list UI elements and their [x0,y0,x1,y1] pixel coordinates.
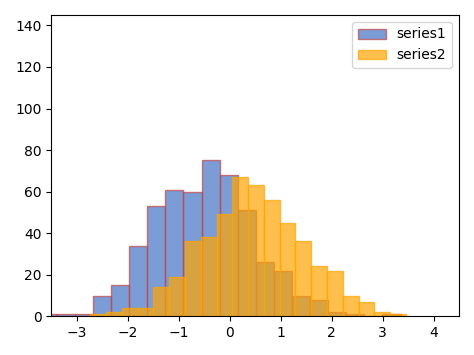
Bar [374,312,390,316]
Bar [274,271,292,316]
Bar [343,295,358,316]
Bar [147,206,165,316]
Bar [311,266,327,316]
Bar [328,312,346,316]
Bar [238,210,256,316]
Bar [111,285,129,316]
Bar [91,314,106,316]
Bar [217,214,232,316]
Bar [280,223,295,316]
Bar [39,314,57,316]
Bar [183,192,201,316]
Bar [57,314,75,316]
Bar [165,190,183,316]
Bar [93,295,111,316]
Bar [154,287,169,316]
Bar [256,262,274,316]
Bar [295,241,311,316]
Bar [185,241,201,316]
Bar [129,246,147,316]
Bar [248,185,264,316]
Bar [137,308,154,316]
Bar [358,302,374,316]
Bar [390,314,406,316]
Bar [383,314,401,316]
Bar [75,314,93,316]
Legend: series1, series2: series1, series2 [352,22,452,68]
Bar [232,177,248,316]
Bar [264,200,280,316]
Bar [219,175,238,316]
Bar [122,308,137,316]
Bar [346,314,365,316]
Bar [106,312,122,316]
Bar [327,271,343,316]
Bar [292,295,310,316]
Bar [201,160,219,316]
Bar [310,300,328,316]
Bar [169,277,185,316]
Bar [201,237,217,316]
